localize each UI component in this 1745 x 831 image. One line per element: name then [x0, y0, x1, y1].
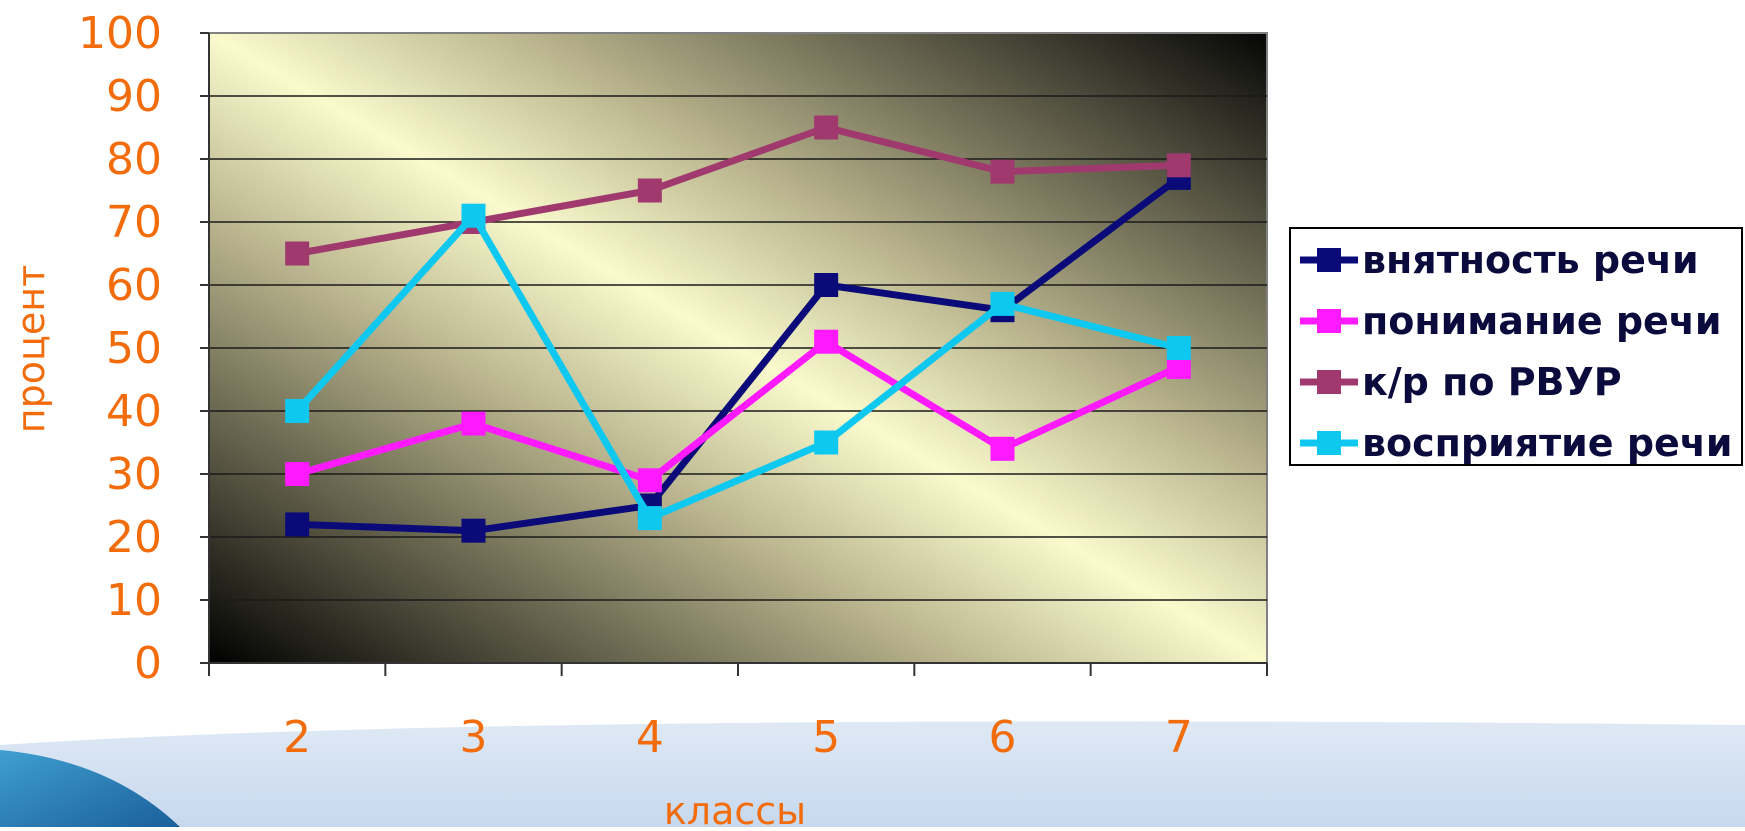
legend-marker: [1317, 431, 1341, 455]
blue-swoosh: [0, 750, 180, 827]
data-point: [637, 468, 662, 493]
legend-item: восприятие речи: [1300, 421, 1733, 465]
x-tick-label: 5: [812, 712, 840, 763]
data-point: [285, 399, 310, 423]
legend-label: понимание речи: [1362, 299, 1722, 343]
legend-item: внятность речи: [1300, 238, 1699, 282]
x-tick-label: 7: [1165, 712, 1193, 763]
data-point: [637, 178, 662, 203]
y-axis: 0 10 20 30 40 50 60 70 80 90 100: [78, 8, 210, 689]
legend: внятность речи понимание речи к/р по РВУР в…: [1289, 227, 1743, 466]
series-layer: [285, 115, 1191, 543]
data-point: [1166, 153, 1191, 178]
y-tick-label: 100: [78, 8, 162, 59]
legend-items: внятность речи понимание речи к/р по РВУР в…: [1300, 238, 1733, 465]
y-tick-label: 10: [106, 575, 162, 626]
series-line: [297, 175, 1181, 535]
y-tick-label: 60: [106, 260, 162, 311]
blue-band: [0, 721, 1745, 827]
series-line: [294, 212, 1180, 522]
legend-box: [1289, 227, 1743, 466]
data-point: [990, 291, 1015, 316]
legend-item: к/р по РВУР: [1300, 360, 1622, 404]
data-point: [637, 506, 662, 531]
legend-marker: [1317, 309, 1341, 333]
x-axis-title: классы: [664, 789, 806, 827]
x-tick-label: 2: [283, 712, 311, 763]
legend-label: восприятие речи: [1362, 421, 1733, 465]
data-point: [990, 159, 1015, 184]
legend-label: к/р по РВУР: [1362, 360, 1622, 404]
data-point: [814, 430, 839, 455]
y-tick-label: 20: [106, 512, 162, 563]
series-line: [296, 124, 1179, 257]
legend-marker: [1317, 248, 1341, 272]
data-point: [461, 518, 486, 543]
y-tick-label: 80: [106, 134, 162, 185]
data-point: [285, 241, 310, 266]
y-tick-label: 30: [106, 449, 162, 500]
y-tick-label: 40: [106, 386, 162, 437]
y-axis-title: процент: [9, 265, 53, 433]
x-axis: 2 3 4 5 6 7: [208, 662, 1268, 763]
legend-item: понимание речи: [1300, 299, 1722, 343]
y-tick-label: 0: [134, 638, 162, 689]
y-tick-label: 70: [106, 197, 162, 248]
data-point: [814, 329, 839, 354]
data-point: [461, 203, 486, 228]
data-point: [461, 411, 486, 436]
legend-label: внятность речи: [1362, 238, 1699, 282]
legend-marker: [1317, 370, 1341, 394]
data-point: [285, 462, 310, 486]
background-decoration: [0, 721, 1745, 827]
data-point: [1166, 336, 1191, 360]
y-tick-label: 50: [106, 323, 162, 374]
series-4: [285, 203, 1191, 531]
series-line: [296, 338, 1181, 484]
data-point: [814, 273, 839, 297]
data-point: [285, 512, 310, 537]
x-tick-label: 4: [636, 712, 664, 763]
y-tick-label: 90: [106, 71, 162, 122]
data-point: [990, 436, 1015, 461]
x-tick-label: 6: [989, 712, 1017, 763]
x-tick-label: 3: [460, 712, 488, 763]
data-point: [814, 115, 839, 140]
